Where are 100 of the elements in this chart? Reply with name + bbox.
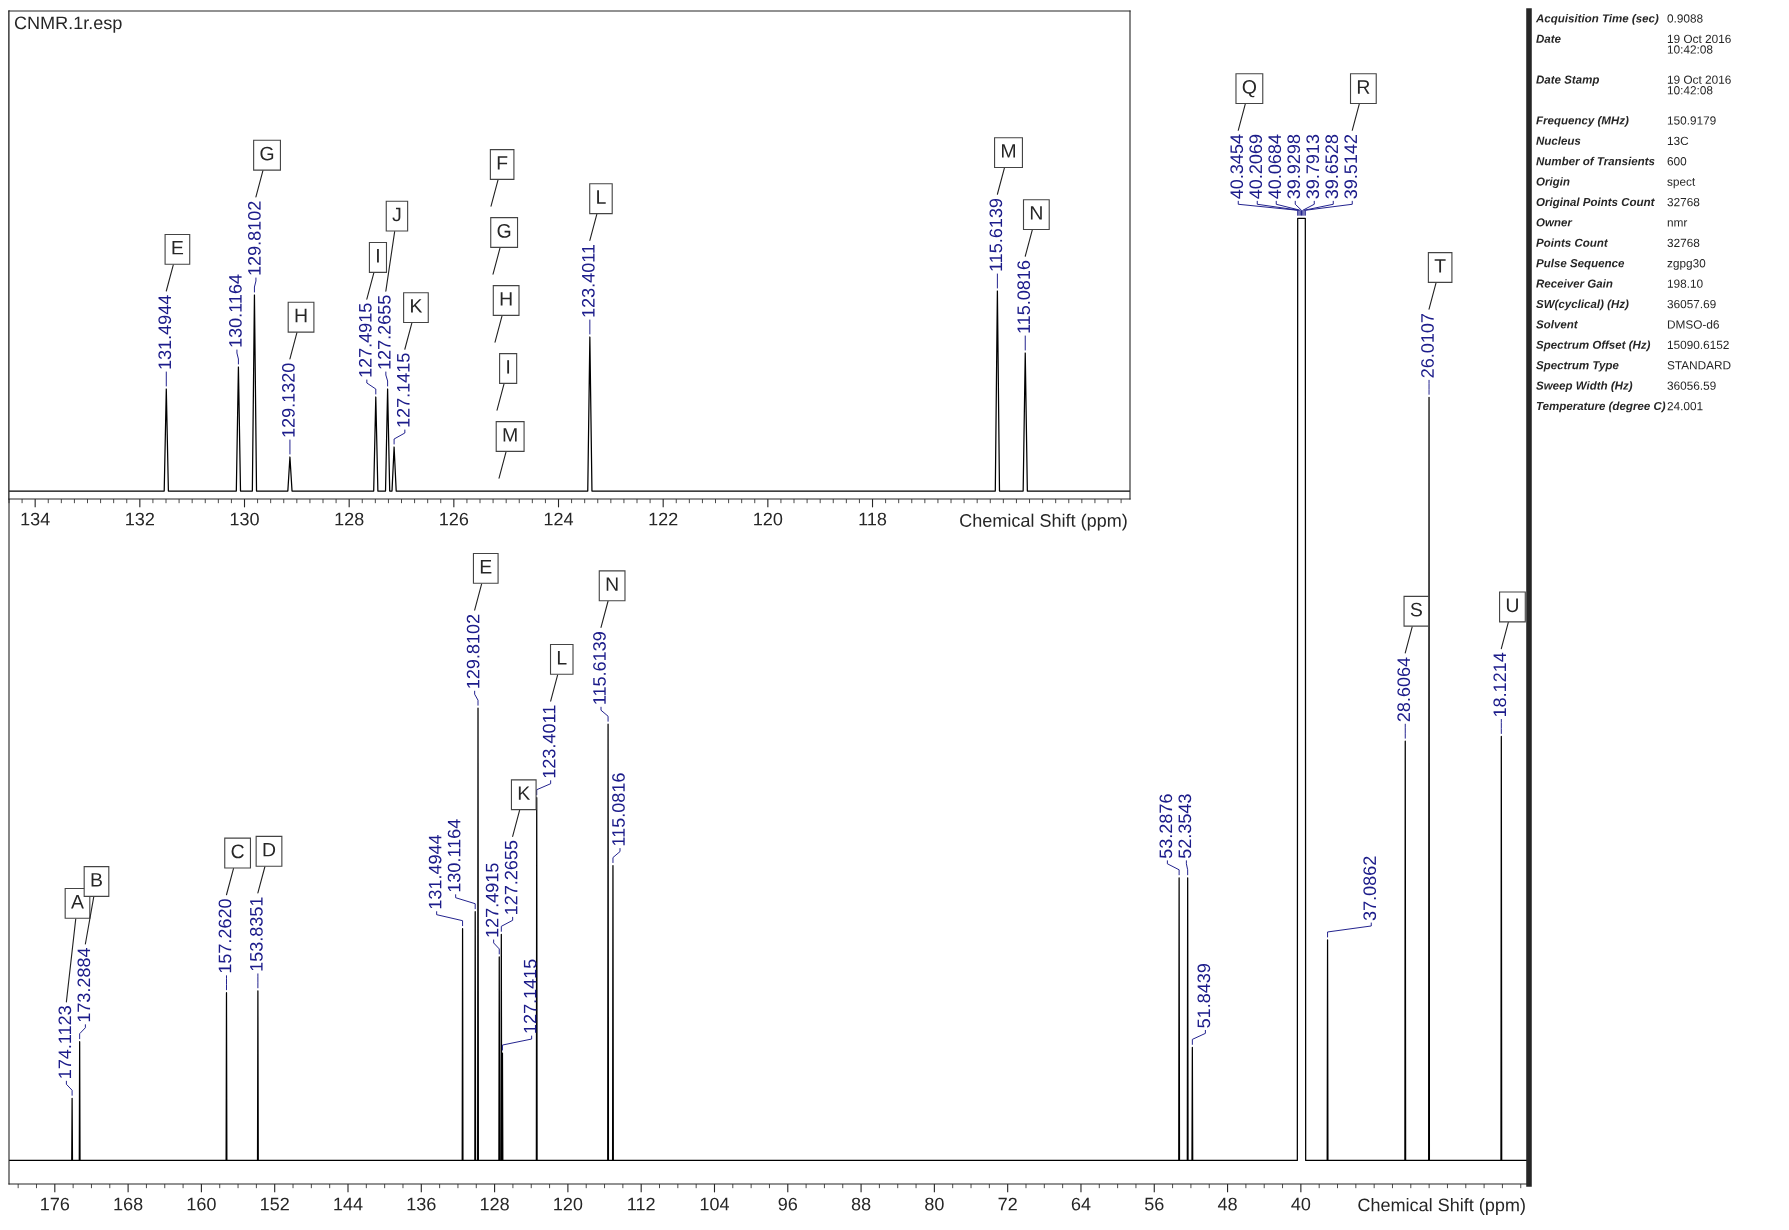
x-tick-label: 132	[126, 512, 154, 526]
x-tick-label: 112	[628, 1197, 655, 1211]
annotation: 129.8102	[466, 614, 480, 688]
chart-title: CNMR.1r.esp	[14, 16, 122, 33]
annotation: 40.0684	[1268, 134, 1282, 199]
x-tick-label: 48	[1217, 1197, 1237, 1211]
annotation: J	[392, 207, 401, 222]
text: DMSO-d6	[1667, 320, 1719, 329]
annotation: 127.1415	[523, 959, 537, 1033]
annotation: 40.2069	[1249, 134, 1263, 199]
x-tick-label: 72	[998, 1197, 1017, 1211]
annotation: 115.6139	[593, 632, 606, 704]
text: 150.9179	[1667, 116, 1716, 125]
text: Nucleus	[1536, 136, 1581, 145]
annotation: 174.1123	[58, 1006, 72, 1078]
text: Origin	[1536, 177, 1570, 188]
annotation: U	[1506, 598, 1518, 613]
text: 198.10	[1667, 279, 1703, 288]
x-tick-label: 64	[1071, 1197, 1091, 1211]
x-tick-label: 152	[261, 1197, 289, 1211]
x-tick-label: 122	[649, 512, 678, 526]
text: 13C	[1667, 136, 1689, 146]
text: Acquisition Time (sec)	[1535, 14, 1659, 25]
text: Sweep Width (Hz)	[1536, 381, 1633, 392]
annotation: I	[507, 360, 510, 374]
x-tick-label: 128	[335, 512, 364, 526]
text: R	[1357, 80, 1370, 94]
annotation: 40.3454	[1230, 134, 1244, 199]
text: M	[1002, 144, 1015, 158]
annotation: K	[518, 786, 531, 800]
text: Date Stamp	[1536, 75, 1600, 86]
text: L	[597, 190, 606, 204]
text: STANDARD	[1667, 361, 1731, 370]
text: Spectrum Type	[1536, 361, 1619, 372]
annotation: 127.2655	[377, 295, 391, 369]
annotation: 131.4944	[158, 295, 172, 369]
annotation: C	[231, 844, 244, 859]
text: 600	[1667, 157, 1687, 166]
annotation: T	[1434, 259, 1446, 273]
annotation: 173.2884	[77, 947, 91, 1022]
annotation: H	[295, 308, 307, 323]
text: 24.001	[1667, 401, 1703, 411]
annotation: 39.9298	[1287, 134, 1301, 199]
x-axis-title: Chemical Shift (ppm)	[960, 513, 1127, 531]
annotation: 18.1214	[1493, 652, 1507, 717]
annotation: 127.4915	[358, 303, 372, 377]
annotation: 130.1164	[228, 274, 242, 347]
annotation: N	[1030, 206, 1042, 220]
x-tick-label: 144	[334, 1197, 363, 1211]
x-tick-label: 168	[114, 1197, 143, 1211]
x-tick-label: 128	[480, 1197, 509, 1211]
text: Temperature (degree C)	[1536, 401, 1666, 413]
text: Original Points Count	[1536, 197, 1655, 209]
annotation: E	[480, 560, 492, 574]
x-tick-label: 118	[859, 512, 887, 526]
annotation: 127.2655	[504, 840, 518, 914]
x-tick-label: 124	[544, 512, 574, 526]
annotation: 115.0816	[1017, 260, 1031, 333]
x-tick-label: 134	[21, 512, 50, 526]
text: F	[497, 156, 508, 170]
text: G	[260, 146, 274, 161]
annotation: 123.4011	[542, 705, 556, 778]
x-tick-label: 88	[851, 1197, 871, 1211]
x-tick-label: 40	[1291, 1197, 1311, 1211]
text: 36057.69	[1667, 299, 1716, 309]
text: 32768	[1667, 197, 1700, 207]
x-tick-label: 176	[41, 1197, 70, 1211]
text: Number of Transients	[1536, 156, 1655, 166]
annotation: 39.7913	[1306, 134, 1320, 199]
annotation: 153.8351	[249, 897, 263, 971]
annotation: 51.8439	[1197, 963, 1211, 1028]
text: 36056.59	[1667, 381, 1716, 390]
text: Solvent	[1536, 320, 1579, 329]
text: zgpg30	[1667, 259, 1706, 270]
x-tick-label: 120	[754, 512, 783, 526]
x-tick-label: 160	[187, 1197, 216, 1211]
annotation: N	[606, 577, 618, 591]
annotation: 127.4915	[485, 863, 499, 937]
annotation: A	[71, 895, 84, 909]
annotation: 37.0862	[1363, 856, 1377, 921]
annotation: 129.1320	[281, 363, 295, 437]
x-tick-label: 104	[700, 1197, 730, 1211]
annotation: M	[503, 428, 517, 442]
annotation: H	[500, 292, 512, 306]
annotation: K	[411, 299, 423, 313]
text: Frequency (MHz)	[1536, 116, 1629, 127]
annotation: I	[377, 249, 379, 263]
annotation: 115.0816	[612, 773, 625, 846]
text: SW(cyclical) (Hz)	[1536, 299, 1629, 311]
annotation: 26.0107	[1421, 313, 1434, 378]
text: Pulse Sequence	[1536, 258, 1625, 270]
annotation: 157.2620	[218, 899, 232, 973]
x-tick-label: 120	[554, 1197, 583, 1211]
annotation: L	[557, 651, 567, 665]
x-tick-label: 136	[407, 1197, 436, 1211]
text: Owner	[1536, 218, 1573, 227]
annotation: S	[1410, 602, 1422, 617]
annotation: 129.8102	[247, 201, 261, 275]
text: 15090.6152	[1667, 340, 1729, 350]
text: 32768	[1667, 238, 1700, 248]
